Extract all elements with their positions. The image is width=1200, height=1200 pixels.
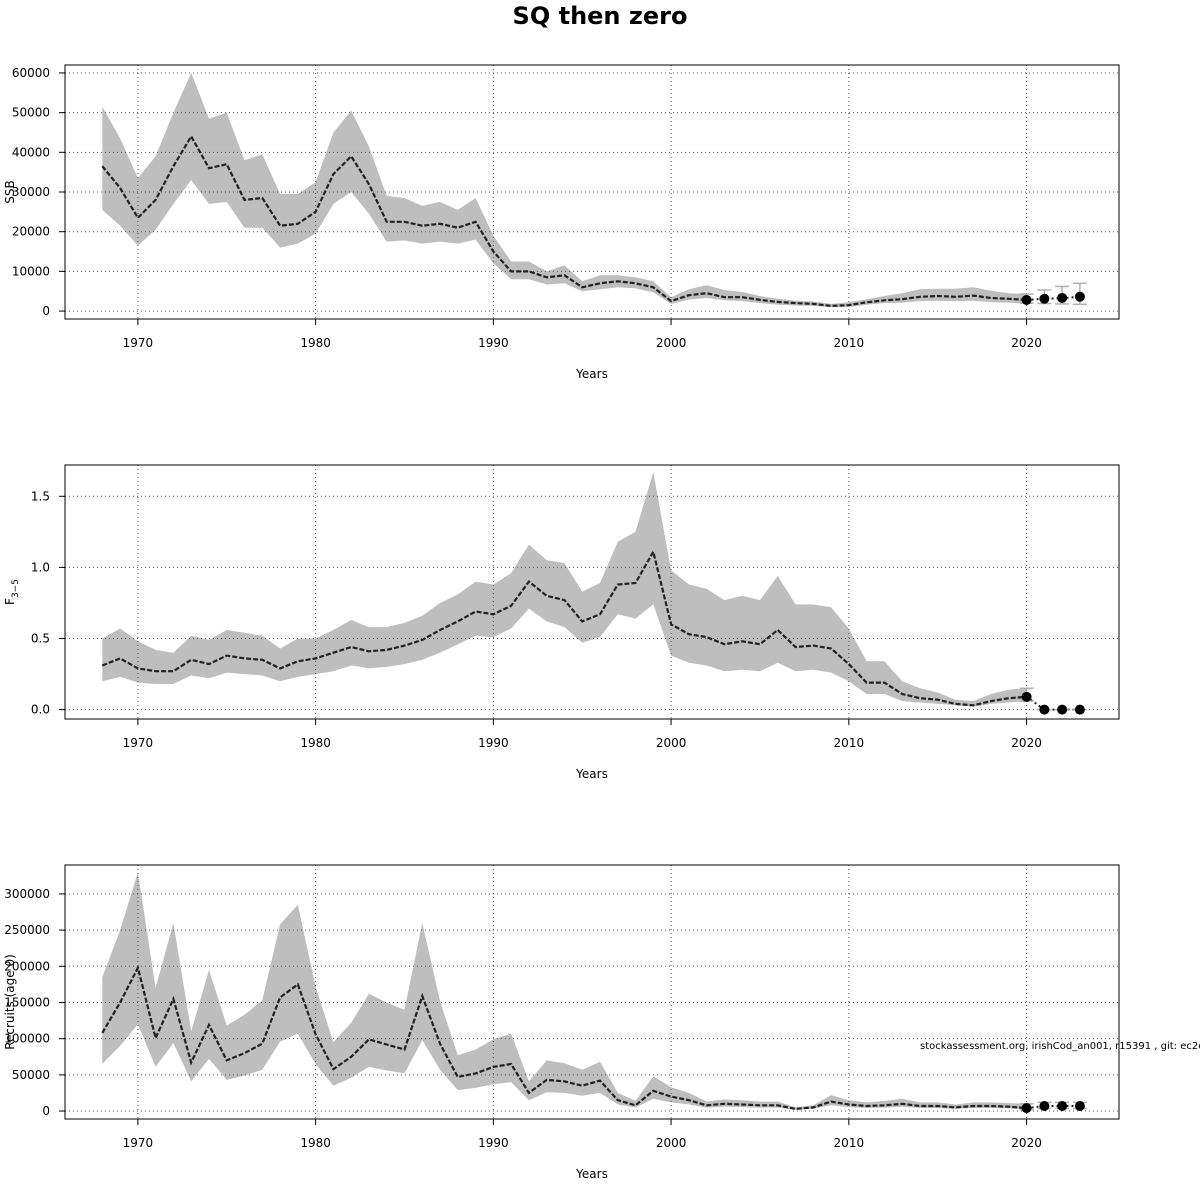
ssb-xaxis-label: Years [575,367,608,381]
recruits-xtick-label-1970: 1970 [123,1136,154,1150]
fbar-ytick-label-0.5: 0.5 [31,632,50,646]
ssb-xtick-label-2000: 2000 [656,336,687,350]
fbar-xtick-label-1980: 1980 [300,736,331,750]
fbar-confidence-band [102,472,1027,707]
recruits-forecast-line [1026,1105,1080,1110]
recruits-xtick-label-2000: 2000 [656,1136,687,1150]
fbar-xtick-label-2020: 2020 [1011,736,1042,750]
recruits-ytick-label-0: 0 [42,1104,50,1118]
recruits-ytick-label-300000: 300000 [4,887,50,901]
fbar-xaxis-label: Years [575,767,608,781]
recruits-forecast-point-2022 [1057,1100,1068,1111]
ssb-ytick-label-60000: 60000 [12,66,50,80]
fbar-forecast-point-2021 [1039,704,1050,715]
ssb-forecast-point-2021 [1039,293,1050,304]
recruits-ytick-label-100000: 100000 [4,1032,50,1046]
recruits-ytick-label-50000: 50000 [12,1068,50,1082]
ssb-estimate-line [101,134,1027,308]
ssb-yaxis-label: SSB [3,180,17,203]
fbar-xtick-label-1970: 1970 [123,736,154,750]
recruits-confidence-band [102,872,1027,1110]
ssb-xtick-label-2010: 2010 [834,336,865,350]
fbar-estimate-line [101,548,1027,707]
recruits-ytick-label-150000: 150000 [4,995,50,1009]
fbar-yaxis-label-subscript: 3−5 [11,579,21,598]
fbar-forecast-line [1026,695,1080,711]
fbar-ytick-label-0: 0.0 [31,703,50,717]
ssb-forecast-point-2023 [1074,291,1085,302]
recruits-forecast-point-2020 [1021,1103,1032,1114]
recruits-forecast-point-2023 [1074,1100,1085,1111]
fbar-forecast-point-2023 [1074,704,1085,715]
fbar-ytick-label-1: 1.0 [31,560,50,574]
recruits-xaxis-label: Years [575,1167,608,1181]
fbar-xtick-label-2000: 2000 [656,736,687,750]
ssb-xtick-label-1970: 1970 [123,336,154,350]
recruits-plot-frame [64,864,1120,1120]
chart-title: SQ then zero [512,2,688,30]
fbar-forecast-point-2020 [1021,691,1032,702]
fbar-panel: 1970 1980 1990 2000 2010 2020 0.0 0.5 1.0 1.5 Year… [3,464,1120,781]
footnote: stockassessment.org, irishCod_an001, r15… [920,1041,1200,1052]
recruits-xtick-label-2020: 2020 [1011,1136,1042,1150]
recruits-estimate-line [101,964,1027,1111]
fbar-forecast-point-2022 [1057,704,1068,715]
ssb-xtick-label-2020: 2020 [1011,336,1042,350]
fbar-xtick-label-2010: 2010 [834,736,865,750]
ssb-ytick-label-0: 0 [42,304,50,318]
fbar-plot-frame [64,464,1120,720]
recruits-xtick-label-1980: 1980 [300,1136,331,1150]
ssb-xtick-label-1990: 1990 [478,336,509,350]
ssb-forecast-point-2022 [1057,292,1068,303]
recruits-ytick-label-200000: 200000 [4,959,50,973]
ssb-xtick-label-1980: 1980 [300,336,331,350]
recruits-xtick-label-2010: 2010 [834,1136,865,1150]
ssb-ytick-label-20000: 20000 [12,225,50,239]
ssb-forecast-line [1026,295,1080,301]
recruits-ytick-label-250000: 250000 [4,923,50,937]
ssb-ytick-label-50000: 50000 [12,106,50,120]
recruits-yaxis-label: Recruits (age 0) [3,954,17,1050]
recruits-panel: 1970 1980 1990 2000 2010 2020 0 50000 100000 1500… [3,864,1120,1181]
ssb-ytick-label-30000: 30000 [12,185,50,199]
fbar-xtick-label-1990: 1990 [478,736,509,750]
fbar-ytick-label-1.5: 1.5 [31,489,50,503]
ssb-confidence-band [102,72,1027,308]
ssb-forecast-point-2020 [1021,294,1032,305]
recruits-forecast-point-2021 [1039,1100,1050,1111]
ssb-panel: 1970 1980 1990 2000 2010 2020 0 10000 20000 30000… [3,64,1120,381]
ssb-ytick-label-10000: 10000 [12,264,50,278]
recruits-xtick-label-1990: 1990 [478,1136,509,1150]
fbar-yaxis-label: F3−5 [3,579,21,605]
ssb-ytick-label-40000: 40000 [12,145,50,159]
